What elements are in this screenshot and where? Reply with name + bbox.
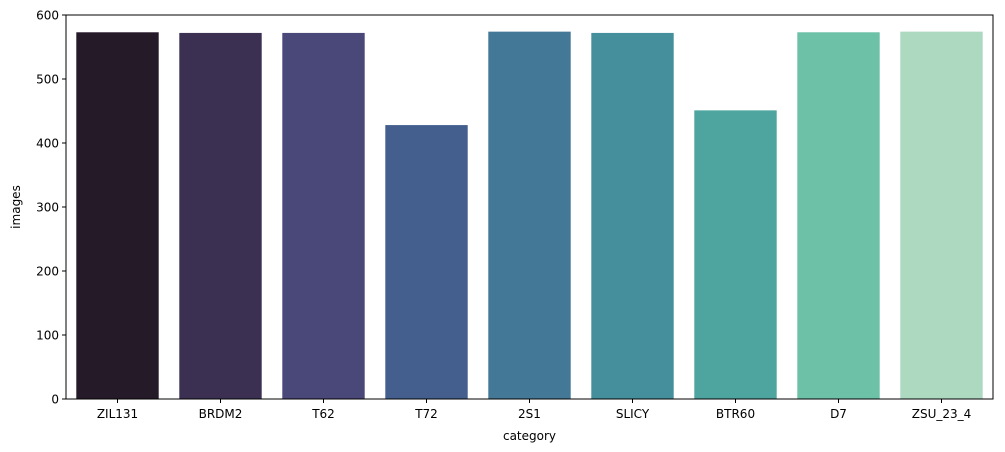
x-tick-label: T72 [414,407,438,421]
y-tick-label: 500 [36,73,59,87]
x-tick-label: BRDM2 [199,407,243,421]
x-tick-label: BTR60 [716,407,755,421]
bar-d7 [797,32,880,399]
y-axis-ticks: 0 100 200 300 400 500 600 [36,9,66,407]
y-tick-label: 100 [36,329,59,343]
x-tick-label: ZIL131 [97,407,138,421]
x-axis-ticks: ZIL131 BRDM2 T62 T72 2S1 SLICY BTR60 D7 ZSU_23_4 [97,399,971,421]
x-tick-label: ZSU_23_4 [912,407,972,421]
x-tick-label: 2S1 [518,407,541,421]
y-tick-label: 300 [36,201,59,215]
y-tick-label: 200 [36,265,59,279]
bar-2s1 [488,31,571,399]
y-tick-label: 600 [36,9,59,23]
bar-slicy [591,32,674,400]
y-tick-label: 400 [36,137,59,151]
bar-btr60 [694,110,777,400]
x-tick-label: T62 [311,407,335,421]
x-axis-label: category [503,429,556,443]
x-tick-label: D7 [830,407,847,421]
bar-zsu-23-4 [900,31,983,399]
bar-t62 [282,32,365,400]
y-tick-label: 0 [51,393,59,407]
y-axis-label: images [9,185,23,229]
bar-zil131 [76,32,159,399]
bar-t72 [385,125,468,399]
bars-group [76,31,983,400]
bar-brdm2 [179,32,262,400]
x-tick-label: SLICY [616,407,650,421]
plot-frame [65,14,994,400]
